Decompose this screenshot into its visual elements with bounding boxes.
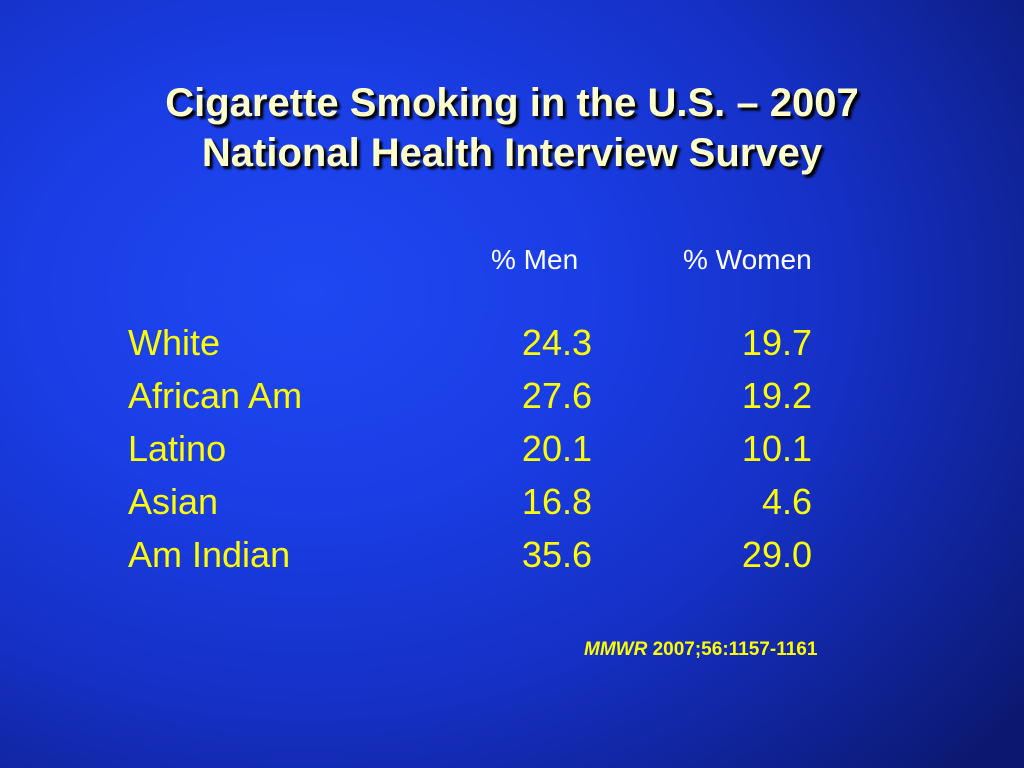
group-label: Asian [128,481,219,522]
slide-title-line-1: Cigarette Smoking in the U.S. – 2007 [165,81,859,125]
column-header-women: % Women [683,244,812,275]
table-row: African Am 27.6 19.2 [0,370,1024,422]
men-value: 16.8 [521,481,592,522]
column-header-men: % Men [491,244,579,275]
slide-title-line-2: National Health Interview Survey [201,131,823,175]
table-row: White 24.3 19.7 [0,317,1024,369]
women-value: 19.7 [741,322,812,363]
citation: MMWR 2007;56:1157-1161 [584,638,817,662]
table-row: Am Indian 35.6 29.0 [0,529,1024,581]
table-row: Latino 20.1 10.1 [0,423,1024,475]
citation-journal: MMWR [584,639,648,660]
men-value: 27.6 [521,375,592,416]
group-label: Am Indian [128,534,291,575]
men-value: 24.3 [521,322,592,363]
slide-title: Cigarette Smoking in the U.S. – 2007 Nat… [0,78,1024,178]
table-row: Asian 16.8 4.6 [0,476,1024,528]
group-label: White [128,322,221,363]
men-value: 35.6 [521,534,592,575]
women-value: 29.0 [741,534,812,575]
group-label: African Am [128,375,303,416]
citation-reference: 2007;56:1157-1161 [647,639,818,660]
group-label: Latino [128,428,227,469]
women-value: 19.2 [741,375,812,416]
women-value: 10.1 [741,428,812,469]
men-value: 20.1 [521,428,592,469]
women-value: 4.6 [761,481,812,522]
